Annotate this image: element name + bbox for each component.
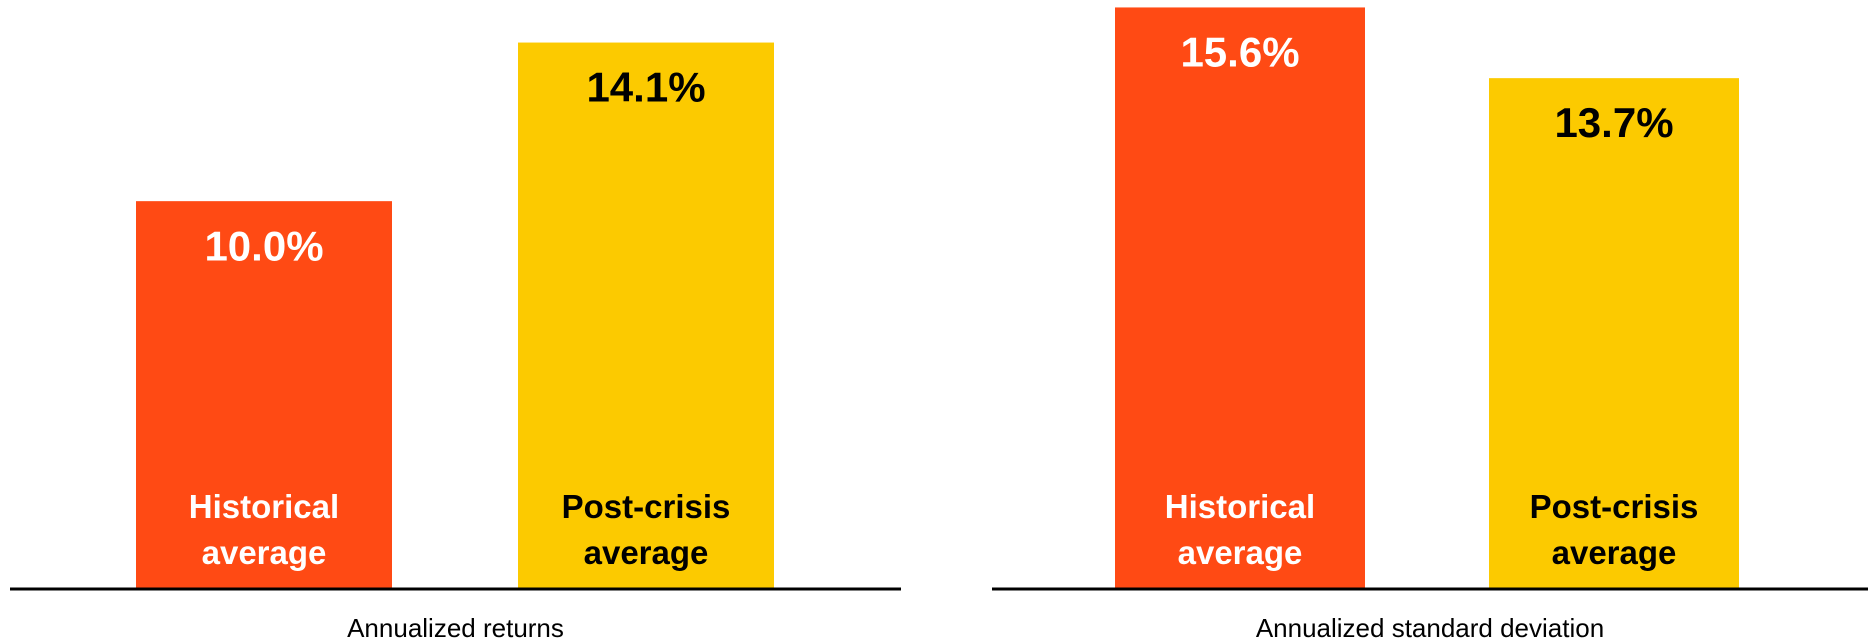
value-label: 10.0% <box>204 222 323 269</box>
category-label-box: Post-crisis average <box>1529 488 1699 571</box>
category-label: Post-crisis average <box>1529 488 1699 571</box>
bar <box>136 201 392 588</box>
bar <box>518 42 774 589</box>
value-label: 15.6% <box>1180 29 1299 76</box>
category-label: Historical average <box>1164 488 1316 571</box>
value-label: 14.1% <box>586 64 705 111</box>
axis-label: Annualized returns <box>347 613 564 643</box>
category-label: Historical average <box>188 488 340 571</box>
category-label: Post-crisis average <box>561 488 731 571</box>
bar <box>1115 7 1365 588</box>
axis-label: Annualized standard deviation <box>1256 613 1604 643</box>
bar <box>1489 78 1739 588</box>
category-label-box: Historical average <box>1164 488 1316 571</box>
value-label: 13.7% <box>1554 99 1673 146</box>
category-label-box: Post-crisis average <box>561 488 731 571</box>
category-label-box: Historical average <box>188 488 340 571</box>
